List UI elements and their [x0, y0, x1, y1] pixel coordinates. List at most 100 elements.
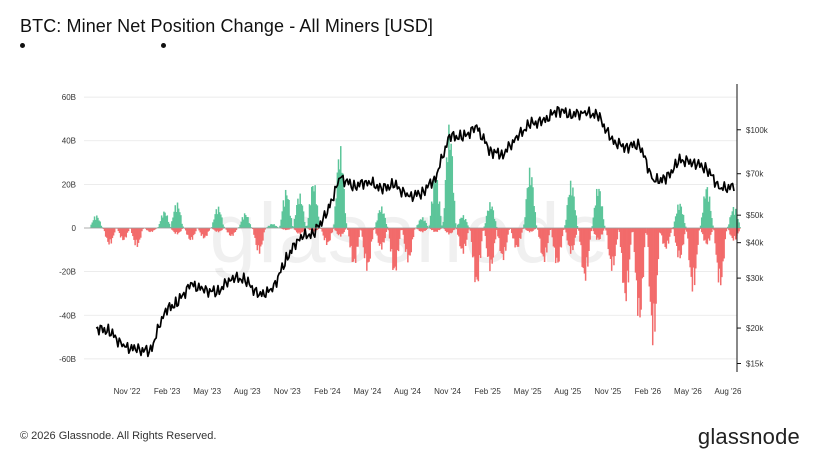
bar-negative — [130, 228, 133, 234]
bar-negative — [716, 228, 719, 263]
bar-negative — [553, 228, 556, 248]
bar-negative — [568, 228, 571, 247]
bar-negative — [588, 228, 590, 251]
bar-positive — [436, 180, 439, 228]
bar-positive — [316, 205, 319, 228]
bar-negative — [208, 228, 211, 231]
bar-positive — [443, 208, 446, 228]
bar-negative — [709, 228, 712, 235]
bar-negative — [624, 228, 626, 294]
bar-positive — [677, 204, 679, 228]
bar-negative — [366, 228, 368, 271]
bar-positive — [220, 214, 222, 228]
bar-positive — [601, 206, 604, 228]
right-tick-label: $50k — [746, 211, 764, 220]
bar-positive — [705, 189, 707, 228]
bar-negative — [150, 228, 152, 231]
bar-negative — [140, 228, 142, 238]
bar-negative — [108, 228, 110, 245]
bar-negative — [723, 228, 725, 259]
bar-negative — [404, 228, 407, 252]
bar-negative — [721, 228, 723, 278]
bar-negative — [264, 228, 266, 230]
bar-negative — [537, 228, 539, 230]
right-tick-label: $30k — [746, 274, 764, 283]
bar-positive — [267, 225, 270, 228]
bar-positive — [600, 206, 602, 228]
bar-negative — [515, 228, 517, 245]
bar-positive — [242, 219, 245, 228]
bar-negative — [483, 228, 486, 231]
bar-negative — [628, 228, 631, 260]
bar-negative — [338, 228, 341, 235]
bar-negative — [508, 228, 510, 230]
bar-negative — [352, 228, 355, 262]
bar-negative — [687, 228, 689, 239]
bar-negative — [401, 228, 403, 231]
bar-negative — [473, 228, 475, 257]
bar-positive — [273, 224, 275, 228]
bar-negative — [599, 228, 601, 240]
bar-positive — [213, 219, 215, 228]
bar-negative — [102, 228, 105, 229]
x-tick-label: Nov '23 — [274, 387, 301, 396]
bar-positive — [460, 217, 462, 228]
bar-negative — [348, 228, 350, 237]
bar-positive — [533, 206, 535, 228]
bar-positive — [176, 202, 179, 228]
bar-positive — [451, 156, 454, 228]
bar-negative — [207, 228, 209, 232]
bar-positive — [567, 197, 570, 228]
bar-negative — [217, 228, 220, 233]
bar-positive — [459, 218, 461, 228]
bar-positive — [279, 225, 281, 228]
bar-negative — [569, 228, 572, 254]
bar-negative — [547, 228, 549, 244]
bar-negative — [107, 228, 109, 242]
bar-negative — [132, 228, 134, 237]
bar-positive — [92, 220, 95, 228]
bar-negative — [520, 228, 522, 239]
bar-negative — [572, 228, 574, 251]
bar-positive — [386, 226, 389, 228]
bar-negative — [449, 228, 451, 233]
bar-negative — [296, 228, 298, 233]
bar-negative — [255, 228, 257, 245]
bar-negative — [719, 228, 722, 286]
bar-negative — [388, 228, 391, 239]
bar-positive — [422, 217, 424, 228]
bar-negative — [654, 228, 656, 332]
bar-negative — [286, 228, 288, 230]
bar-negative — [458, 228, 460, 237]
bar-negative — [625, 228, 627, 302]
bar-positive — [458, 223, 460, 228]
bar-negative — [444, 228, 447, 231]
bar-positive — [424, 220, 426, 228]
bar-positive — [673, 221, 676, 228]
bar-positive — [595, 188, 598, 228]
bar-negative — [517, 228, 520, 247]
bar-negative — [507, 228, 509, 235]
bar-negative — [661, 228, 663, 236]
bar-positive — [165, 216, 167, 228]
bar-positive — [338, 169, 341, 228]
bar-negative — [478, 228, 481, 256]
bar-negative — [171, 228, 173, 230]
bar-positive — [681, 214, 684, 228]
bar-positive — [344, 213, 347, 228]
bar-positive — [240, 221, 242, 228]
bar-positive — [247, 217, 249, 228]
bar-positive — [535, 225, 538, 228]
bar-positive — [167, 221, 170, 228]
bar-negative — [567, 228, 570, 245]
bar-negative — [151, 228, 154, 232]
bar-positive — [448, 124, 450, 228]
bar-negative — [300, 228, 303, 233]
bar-negative — [424, 228, 426, 231]
bar-positive — [727, 226, 729, 228]
bar-positive — [164, 212, 166, 228]
bar-negative — [648, 228, 651, 287]
bar-negative — [688, 228, 690, 261]
bar-negative — [597, 228, 599, 238]
